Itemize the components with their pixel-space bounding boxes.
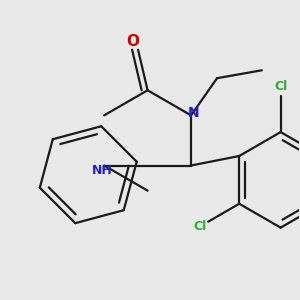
Text: NH: NH xyxy=(92,164,112,177)
Text: O: O xyxy=(126,34,139,49)
Text: N: N xyxy=(188,106,199,120)
Text: Cl: Cl xyxy=(274,80,287,93)
Text: Cl: Cl xyxy=(193,220,207,233)
